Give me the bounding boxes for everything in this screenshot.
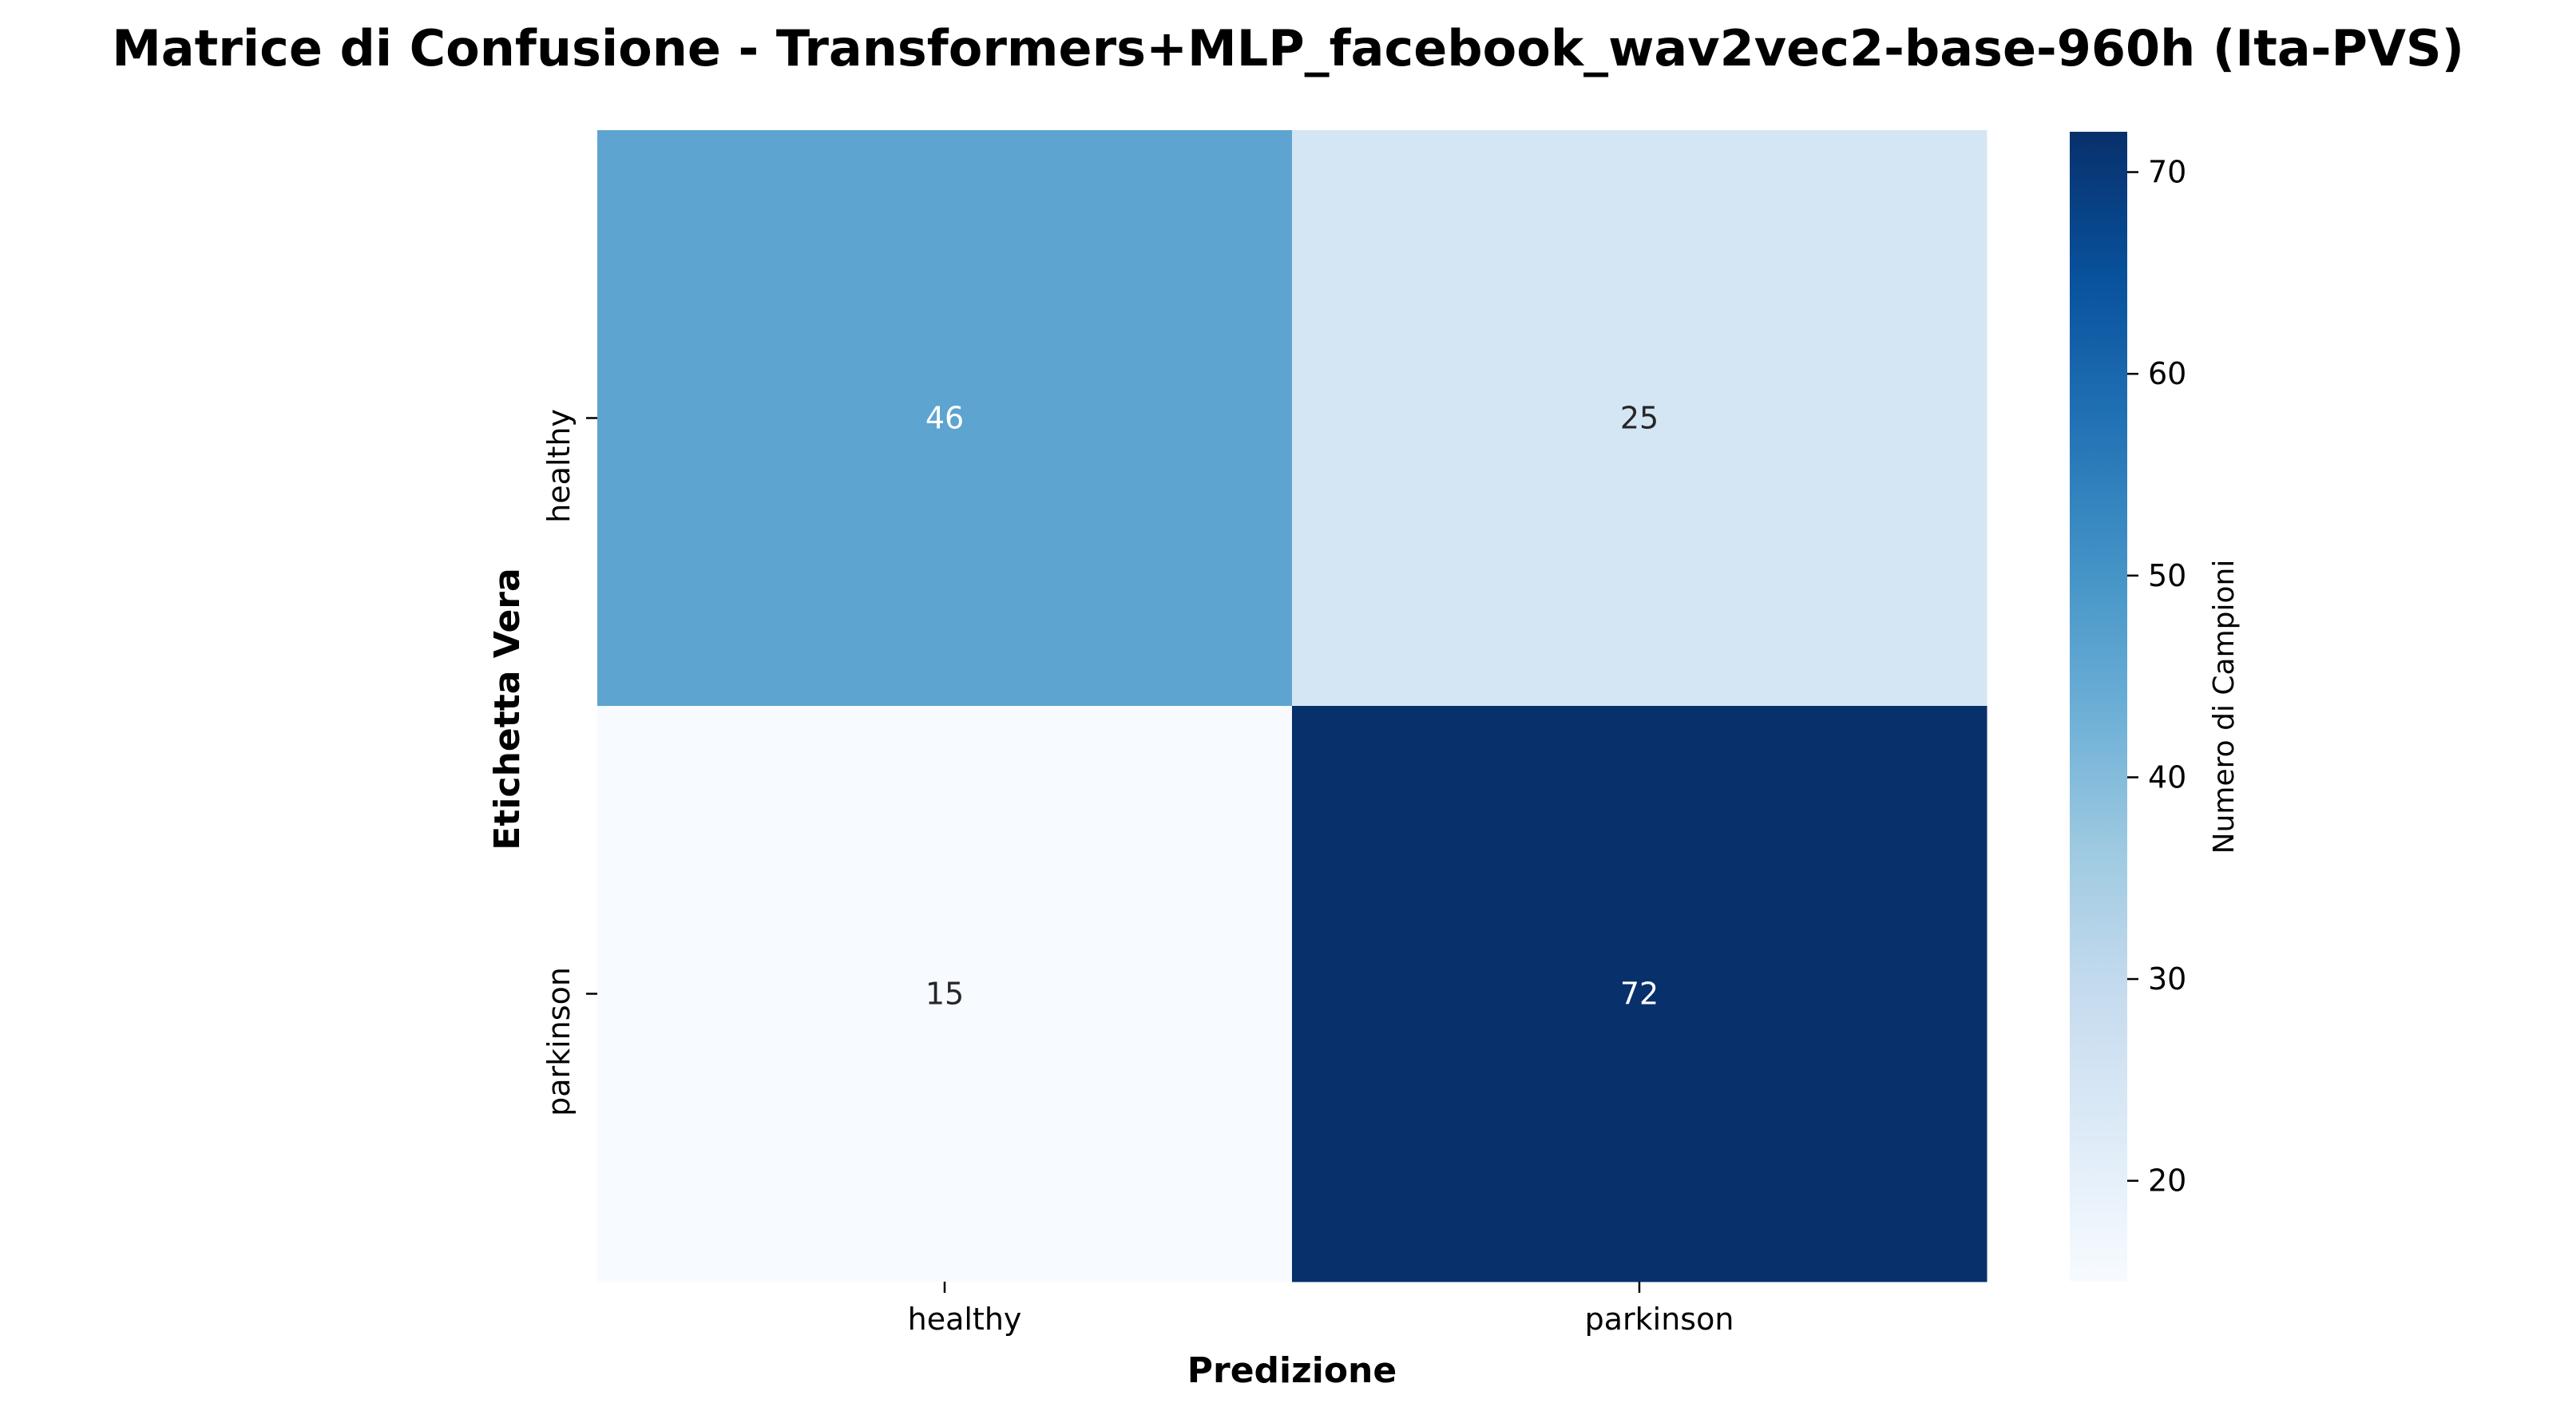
cell-value-label: 25 xyxy=(1620,401,1659,436)
colorbar-tick-label: 30 xyxy=(2148,961,2186,997)
colorbar-tick-label: 40 xyxy=(2148,759,2186,795)
cell-value-label: 46 xyxy=(925,401,964,436)
y-axis-ticks: healthy parkinson xyxy=(541,409,597,1116)
heatmap-cell xyxy=(1292,706,1987,1282)
heatmap-cell xyxy=(597,130,1293,707)
cell-value-label: 15 xyxy=(925,977,964,1012)
y-axis-label: Etichetta Vera xyxy=(487,568,528,850)
colorbar-tick-label: 20 xyxy=(2148,1163,2186,1199)
colorbar xyxy=(2070,132,2127,1282)
colorbar-tick-label: 70 xyxy=(2148,155,2186,190)
colorbar-tick-label: 50 xyxy=(2148,558,2186,593)
heatmap-cell xyxy=(1292,130,1987,707)
cell-value-label: 72 xyxy=(1620,977,1659,1012)
colorbar-label: Numero di Campioni xyxy=(2208,560,2241,854)
heatmap-cells xyxy=(597,130,1987,1282)
heatmap-cell xyxy=(597,706,1293,1282)
colorbar-tick-label: 60 xyxy=(2148,356,2186,391)
x-axis-label: Predizione xyxy=(1187,1350,1397,1391)
colorbar-ticks: 20 30 40 50 60 70 xyxy=(2127,155,2186,1199)
y-tick-label: parkinson xyxy=(541,967,577,1116)
y-tick-label: healthy xyxy=(541,409,577,523)
chart-title: Matrice di Confusione - Transformers+MLP… xyxy=(112,19,2464,77)
x-axis-ticks: healthy parkinson xyxy=(908,1282,1734,1337)
x-tick-label: parkinson xyxy=(1585,1302,1734,1337)
heatmap-cell-labels: 46 25 15 72 xyxy=(925,401,1659,1012)
x-tick-label: healthy xyxy=(908,1302,1022,1337)
